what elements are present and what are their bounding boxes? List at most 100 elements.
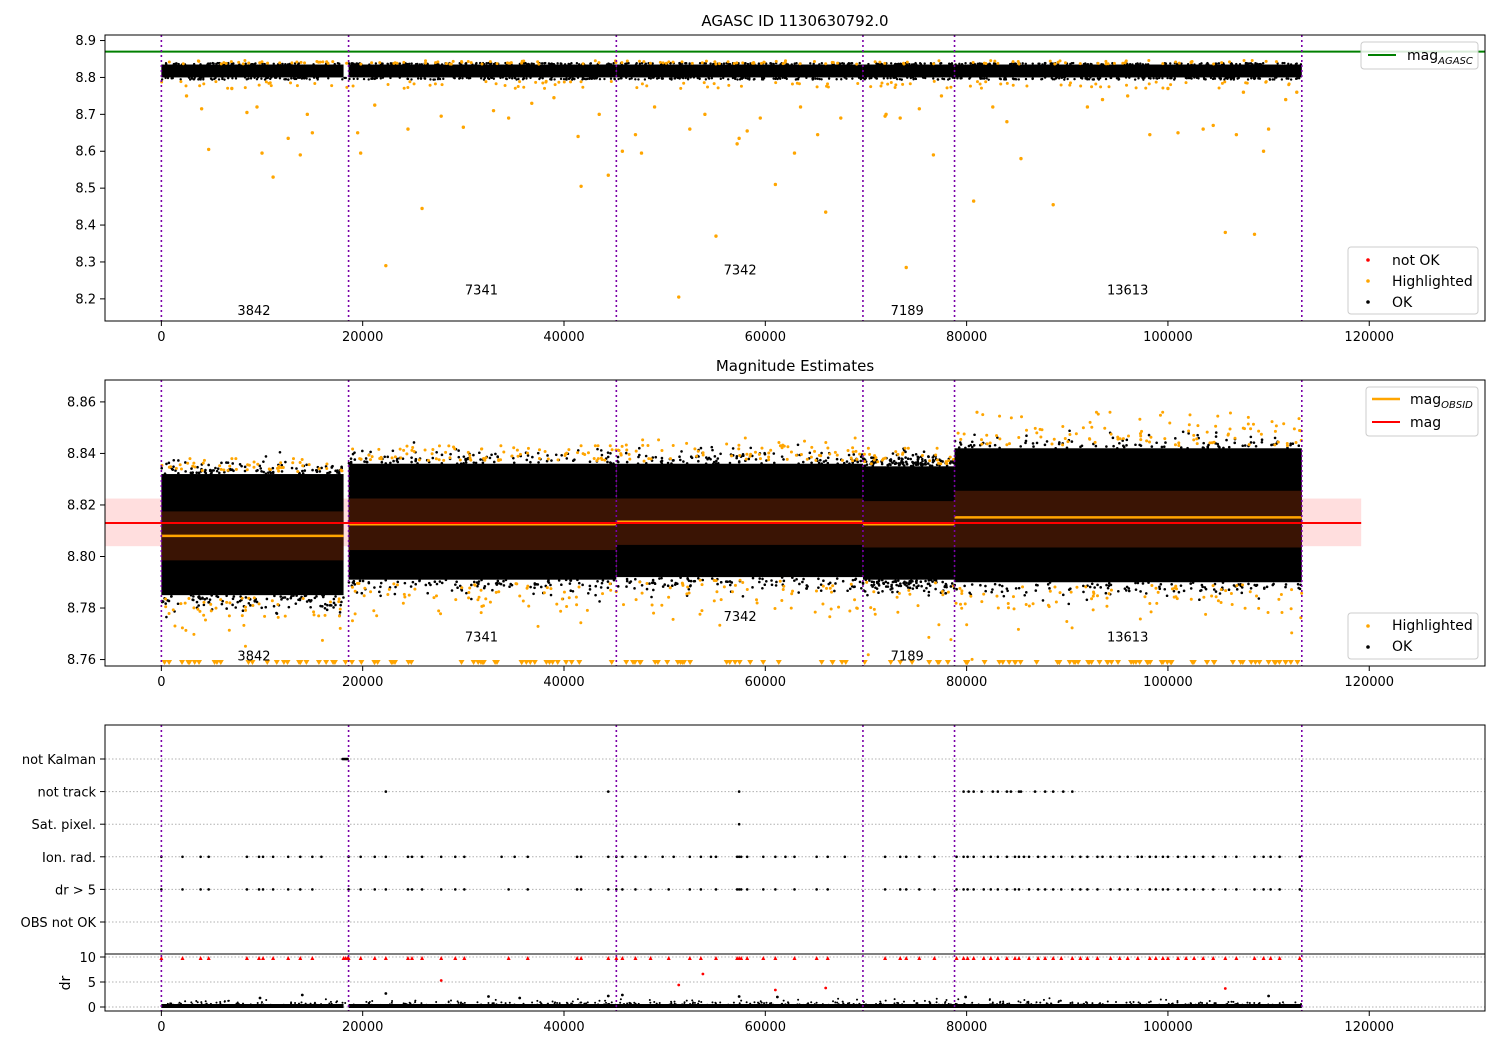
- dr-ok-point: [495, 1003, 498, 1006]
- dr-ok-point: [901, 1003, 904, 1006]
- highlighted-point: [824, 210, 828, 214]
- highlighted-below-range-marker: [554, 660, 561, 665]
- highlighted-point: [179, 467, 183, 471]
- ok-point: [901, 462, 905, 466]
- dr-ok-point: [371, 999, 374, 1002]
- dr-ok-point: [729, 1004, 732, 1007]
- highlighted-point: [534, 80, 538, 84]
- highlighted-point: [664, 61, 668, 65]
- highlighted-point: [737, 136, 741, 141]
- legend-highlighted-swatch: [1366, 279, 1370, 283]
- flag-point: [1118, 888, 1121, 891]
- ok-point: [979, 583, 982, 587]
- ok-point: [920, 464, 924, 468]
- dr-ok-point: [414, 1001, 417, 1004]
- flag-point: [1059, 855, 1063, 859]
- highlighted-point: [893, 86, 897, 90]
- ok-point: [1177, 590, 1181, 594]
- ok-point: [1019, 445, 1022, 448]
- ok-point: [859, 455, 863, 459]
- highlighted-point: [667, 60, 671, 64]
- dr-ok-point: [798, 1004, 801, 1007]
- ok-point: [1201, 585, 1204, 589]
- ok-point: [358, 579, 362, 583]
- highlighted-below-range-marker: [1104, 660, 1111, 665]
- highlighted-point: [927, 635, 931, 639]
- ok-point: [1252, 76, 1255, 80]
- highlighted-point: [291, 461, 295, 465]
- highlighted-below-range-marker: [1211, 660, 1218, 665]
- highlighted-point: [625, 59, 629, 63]
- ok-point: [289, 596, 293, 600]
- ok-point: [834, 582, 837, 585]
- ok-point: [487, 582, 490, 586]
- ok-point: [232, 62, 235, 65]
- ok-point: [912, 78, 915, 81]
- ok-point: [1235, 588, 1239, 591]
- ok-point: [625, 460, 629, 464]
- dr-ok-point: [527, 1004, 530, 1007]
- highlighted-point: [1266, 127, 1271, 131]
- ok-point: [843, 76, 846, 79]
- ok-point: [612, 578, 616, 582]
- dr-ok-point: [1129, 1001, 1132, 1004]
- highlighted-point: [853, 436, 857, 440]
- highlighted-point: [1210, 594, 1214, 598]
- ok-points-band: [616, 64, 863, 78]
- ok-point: [886, 463, 890, 467]
- highlighted-point: [428, 83, 432, 87]
- dr-ok-point: [1042, 998, 1045, 1001]
- ok-point: [634, 63, 638, 66]
- highlighted-point: [872, 590, 876, 594]
- ok-point: [491, 588, 494, 592]
- highlighted-point: [762, 60, 766, 64]
- highlighted-point: [799, 453, 803, 457]
- ok-point: [383, 455, 387, 459]
- ok-point: [660, 462, 664, 465]
- dr-ok-point: [391, 1003, 394, 1006]
- ok-point: [886, 585, 890, 588]
- ok-point: [1124, 589, 1128, 592]
- ok-point: [719, 580, 723, 584]
- flag-point: [606, 855, 610, 859]
- ok-point: [315, 595, 318, 598]
- ok-point: [1104, 591, 1108, 595]
- highlighted-point: [202, 458, 206, 462]
- highlighted-point: [826, 82, 830, 86]
- ok-point: [1121, 444, 1125, 448]
- dr-ok-point: [414, 999, 417, 1002]
- highlighted-point: [518, 594, 522, 598]
- ok-point: [660, 456, 664, 460]
- dr-ok-point: [1069, 1002, 1072, 1005]
- highlighted-below-range-marker: [348, 660, 355, 665]
- highlighted-point: [1094, 82, 1098, 86]
- highlighted-below-range-marker: [480, 660, 487, 665]
- ok-point: [367, 580, 371, 584]
- highlighted-point: [403, 595, 407, 599]
- ok-point: [875, 587, 879, 590]
- highlighted-point: [975, 410, 979, 414]
- highlighted-point: [495, 62, 499, 66]
- ok-point: [970, 440, 974, 444]
- flag-point: [526, 888, 530, 891]
- ok-point: [958, 62, 961, 66]
- dr-ok-point: [935, 997, 938, 1000]
- ok-point: [424, 583, 428, 587]
- ok-point: [1139, 590, 1142, 593]
- ok-point: [840, 78, 843, 81]
- highlighted-point: [1220, 81, 1224, 85]
- ok-point: [210, 594, 214, 597]
- dr-ok-point: [571, 1000, 574, 1003]
- ok-point: [916, 455, 920, 459]
- ok-point: [550, 459, 553, 462]
- highlighted-point: [1027, 604, 1031, 608]
- flag-point: [311, 888, 314, 891]
- highlighted-point: [785, 457, 789, 461]
- flag-point: [1298, 888, 1302, 891]
- flag-point: [1126, 855, 1129, 859]
- flag-point: [1211, 888, 1215, 891]
- ok-point: [392, 459, 395, 463]
- ok-point: [921, 459, 924, 463]
- ok-point: [378, 590, 381, 594]
